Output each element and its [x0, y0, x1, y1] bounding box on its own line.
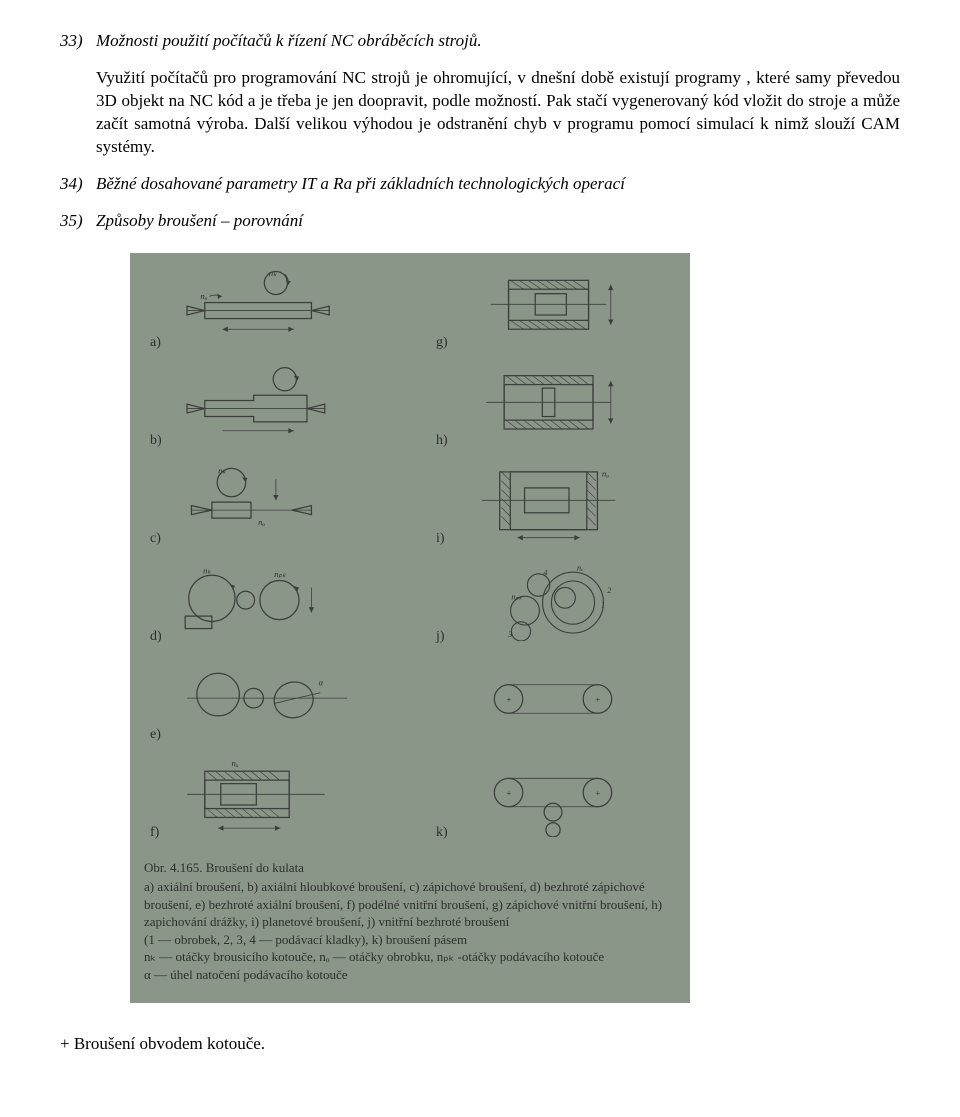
- caption-line-1: (1 — obrobek, 2, 3, 4 — podávací kladky)…: [144, 932, 467, 947]
- panel-d-label: d): [150, 628, 162, 647]
- svg-text:+: +: [506, 694, 512, 704]
- item-33: 33) Možnosti použití počítačů k řízení N…: [60, 30, 900, 53]
- page: 33) Možnosti použití počítačů k řízení N…: [0, 0, 960, 1096]
- svg-text:3: 3: [507, 630, 512, 639]
- panel-h: h): [430, 365, 676, 445]
- caption-line-3: α — úhel natočení podávacího kotouče: [144, 967, 348, 982]
- panel-a: nₖ nₒ: [144, 267, 390, 347]
- svg-text:α: α: [319, 677, 324, 687]
- item-33-num: 33): [60, 30, 96, 53]
- panel-k: + + k): [430, 757, 676, 837]
- label-no: nₒ: [200, 291, 207, 301]
- svg-text:2: 2: [607, 586, 611, 595]
- svg-text:+: +: [595, 694, 601, 704]
- label-nk-d: nₖ: [203, 565, 211, 575]
- panel-e: α e): [144, 659, 390, 739]
- panel-g-label: g): [436, 334, 448, 353]
- panel-j: nₒ nₚₖ 2 4 1: [430, 561, 676, 641]
- item-34-heading: Běžné dosahované parametry IT a Ra při z…: [96, 174, 625, 193]
- panel-b: b): [144, 365, 390, 445]
- svg-text:4: 4: [543, 568, 547, 577]
- label-npk-j: nₚₖ: [511, 592, 522, 601]
- item-33-heading: Možnosti použití počítačů k řízení NC ob…: [96, 31, 482, 50]
- caption-line-2: nₖ — otáčky brousicího kotouče, nₒ — otá…: [144, 949, 604, 964]
- panel-e-label: e): [150, 726, 161, 745]
- panel-b-label: b): [150, 432, 162, 451]
- panel-grid: nₖ nₒ: [144, 267, 676, 837]
- panel-a-label: a): [150, 334, 161, 353]
- panel-i-label: i): [436, 530, 445, 549]
- panel-c-label: c): [150, 530, 161, 549]
- panel-d: nₖ nₚₖ d): [144, 561, 390, 641]
- item-35: 35) Způsoby broušení – porovnání: [60, 210, 900, 233]
- label-no-i: nₒ: [602, 468, 609, 478]
- figure-caption: Obr. 4.165. Broušení do kulata a) axiáln…: [144, 859, 676, 984]
- caption-title: Obr. 4.165. Broušení do kulata: [144, 859, 676, 877]
- panel-j-label: j): [436, 628, 445, 647]
- panel-i: nₒ i): [430, 463, 676, 543]
- panel-k-top: + +: [430, 659, 676, 739]
- label-no-c: nₒ: [258, 517, 265, 527]
- bottom-note: + Broušení obvodem kotouče.: [60, 1033, 900, 1056]
- panel-k-label: k): [436, 824, 448, 843]
- figure-grinding-diagrams: nₖ nₒ: [130, 253, 690, 1004]
- panel-f: nₒ f): [144, 757, 390, 837]
- item-34: 34) Běžné dosahované parametry IT a Ra p…: [60, 173, 900, 196]
- figure-wrap: nₖ nₒ: [130, 253, 900, 1004]
- panel-g: g): [430, 267, 676, 347]
- item-35-num: 35): [60, 210, 96, 233]
- label-npk-d: nₚₖ: [274, 569, 286, 579]
- svg-text:+: +: [506, 788, 512, 798]
- caption-line-0: a) axiální broušení, b) axiální hloubkov…: [144, 879, 662, 929]
- item-33-body: Využití počítačů pro programování NC str…: [96, 67, 900, 159]
- label-no-f: nₒ: [231, 757, 238, 767]
- svg-text:+: +: [595, 788, 601, 798]
- panel-c: nₖ nₒ c): [144, 463, 390, 543]
- label-no-j: nₒ: [577, 563, 584, 572]
- svg-text:1: 1: [601, 600, 605, 609]
- item-34-num: 34): [60, 173, 96, 196]
- item-35-heading: Způsoby broušení – porovnání: [96, 211, 303, 230]
- panel-f-label: f): [150, 824, 159, 843]
- panel-h-label: h): [436, 432, 448, 451]
